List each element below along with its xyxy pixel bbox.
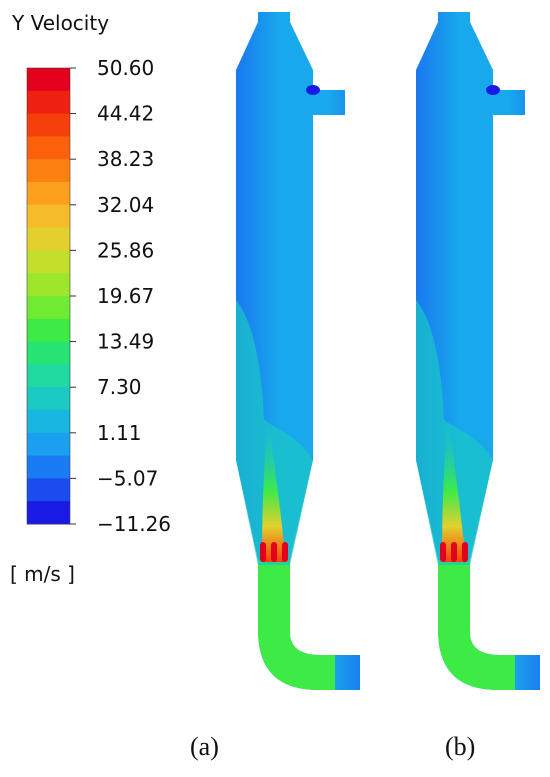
color-band [27,410,70,434]
tick-label: −11.26 [97,512,171,536]
color-band [27,296,70,320]
tick-label: 32.04 [97,193,154,217]
colorbar-title: Y Velocity [11,11,109,35]
color-band [27,204,70,229]
color-band [27,432,70,457]
tick-label: −5.07 [97,466,158,490]
tick-label: 13.49 [97,330,154,354]
color-band [27,68,70,92]
colorbar-unit: [ m/s ] [10,562,75,586]
color-band [27,501,70,525]
tick-label: 19.67 [97,284,154,308]
color-band [27,387,70,411]
color-band [27,364,70,388]
colorbar [26,67,71,525]
tick-label: 25.86 [97,238,154,262]
color-band [27,341,70,365]
color-band [27,273,70,297]
color-band [27,478,70,502]
tick-label: 7.30 [97,375,142,399]
color-band [27,250,70,274]
tick-label: 44.42 [97,102,154,126]
contour-panel-b [416,12,540,690]
color-band [27,227,70,251]
tick-label: 38.23 [97,147,154,171]
color-band [27,318,70,343]
color-band [27,159,70,183]
tick-label: 50.60 [97,56,154,80]
color-band [27,113,70,137]
color-band [27,455,70,479]
contour-panel-a [236,12,360,690]
panel-label: (a) [190,732,219,761]
color-band [27,136,70,160]
panel-label: (b) [445,732,475,761]
color-band [27,90,70,115]
tick-label: 1.11 [97,421,142,445]
colorbar-ticks: 50.60 44.42 38.23 32.04 25.86 19.67 13.49 7.30 1… [70,56,171,536]
color-band [27,182,70,206]
